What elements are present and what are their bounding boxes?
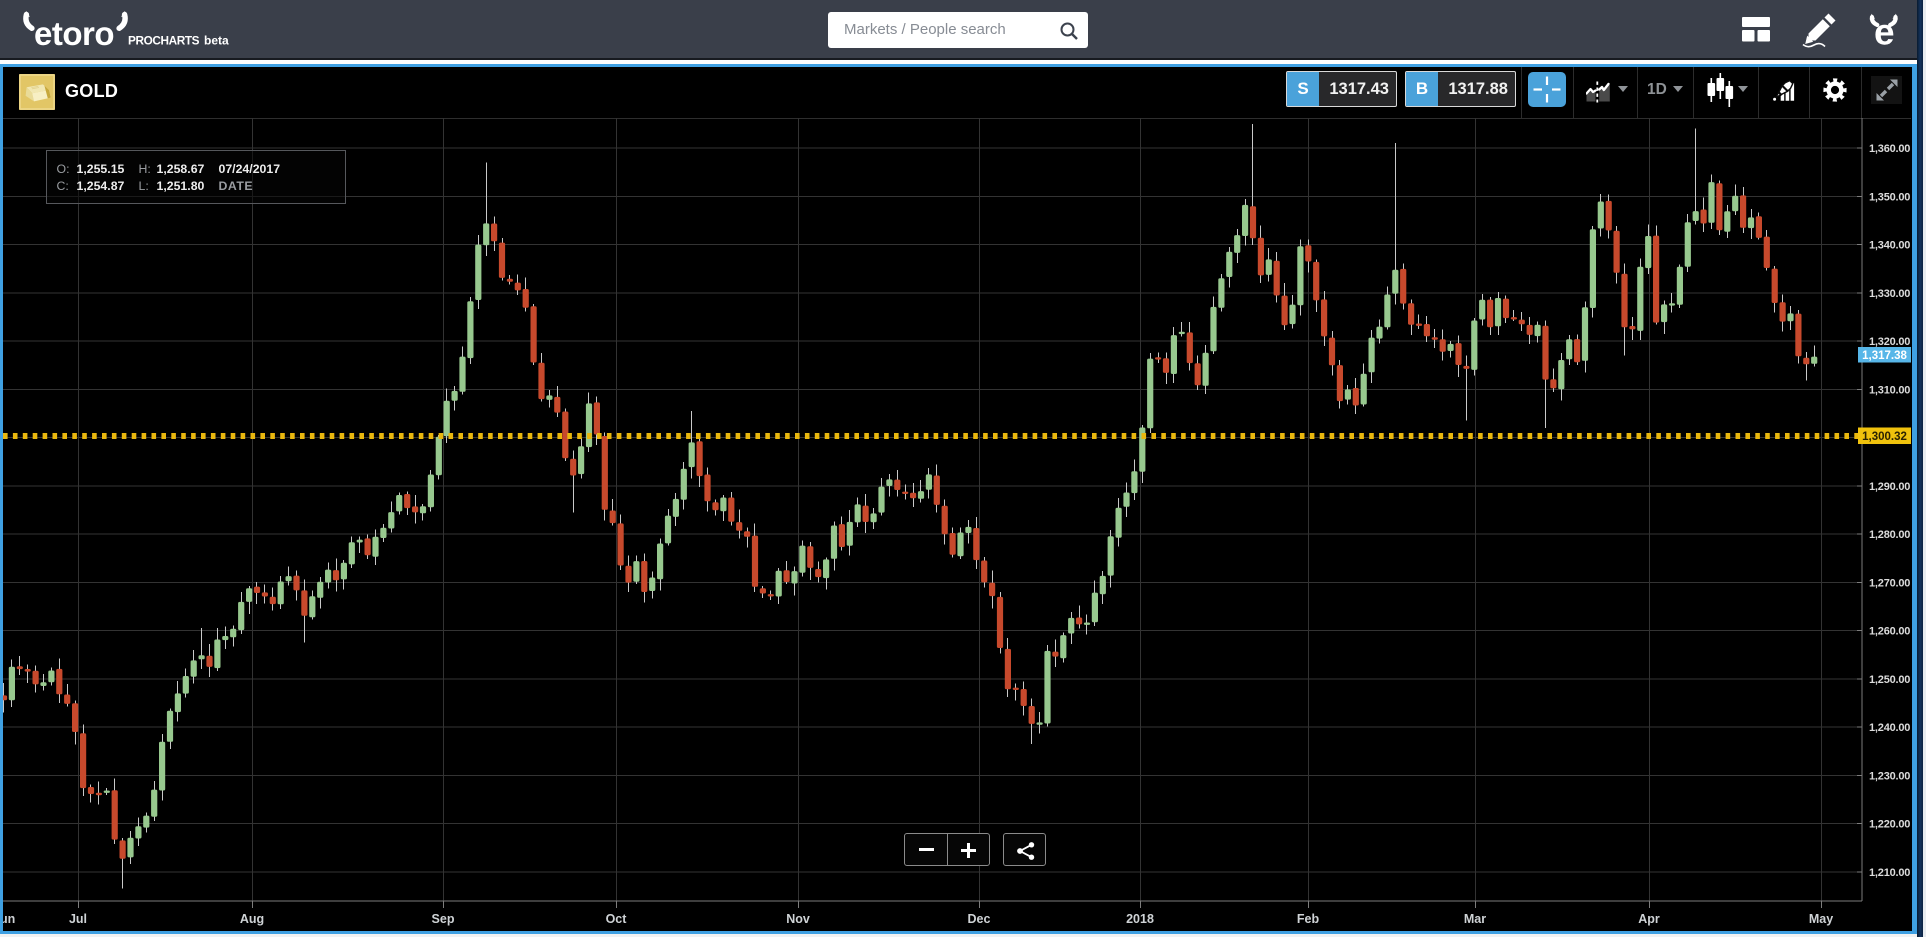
svg-text:Apr: Apr — [1638, 912, 1660, 926]
svg-text:Dec: Dec — [968, 912, 991, 926]
svg-text:1,230.00: 1,230.00 — [1869, 771, 1910, 783]
svg-text:1,220.00: 1,220.00 — [1869, 819, 1910, 831]
svg-text:1,360.00: 1,360.00 — [1869, 143, 1910, 155]
svg-text:etoro: etoro — [34, 15, 114, 52]
svg-text:Aug: Aug — [240, 912, 264, 926]
svg-text:un: un — [3, 912, 15, 926]
svg-text:1,317.38: 1,317.38 — [1862, 350, 1907, 362]
svg-text:1,290.00: 1,290.00 — [1869, 481, 1910, 493]
svg-text:2018: 2018 — [1126, 912, 1154, 926]
svg-text:e: e — [1874, 13, 1895, 47]
svg-text:Feb: Feb — [1297, 912, 1320, 926]
svg-text:1,320.00: 1,320.00 — [1869, 336, 1910, 348]
svg-text:1,330.00: 1,330.00 — [1869, 288, 1910, 300]
svg-text:Mar: Mar — [1464, 912, 1486, 926]
svg-text:beta: beta — [204, 34, 229, 48]
svg-text:1,270.00: 1,270.00 — [1869, 578, 1910, 590]
svg-text:PROCHARTS: PROCHARTS — [128, 34, 200, 48]
svg-text:Oct: Oct — [606, 912, 628, 926]
svg-text:1,310.00: 1,310.00 — [1869, 385, 1910, 397]
svg-text:May: May — [1809, 912, 1833, 926]
svg-text:1,340.00: 1,340.00 — [1869, 240, 1910, 252]
svg-text:Jul: Jul — [69, 912, 87, 926]
svg-text:1,280.00: 1,280.00 — [1869, 529, 1910, 541]
svg-text:Nov: Nov — [786, 912, 810, 926]
svg-text:1,350.00: 1,350.00 — [1869, 192, 1910, 204]
svg-text:1,210.00: 1,210.00 — [1869, 867, 1910, 879]
svg-text:Sep: Sep — [432, 912, 455, 926]
svg-text:1,260.00: 1,260.00 — [1869, 626, 1910, 638]
svg-text:1,300.32: 1,300.32 — [1862, 431, 1907, 443]
svg-text:1,250.00: 1,250.00 — [1869, 674, 1910, 686]
svg-text:1,240.00: 1,240.00 — [1869, 722, 1910, 734]
